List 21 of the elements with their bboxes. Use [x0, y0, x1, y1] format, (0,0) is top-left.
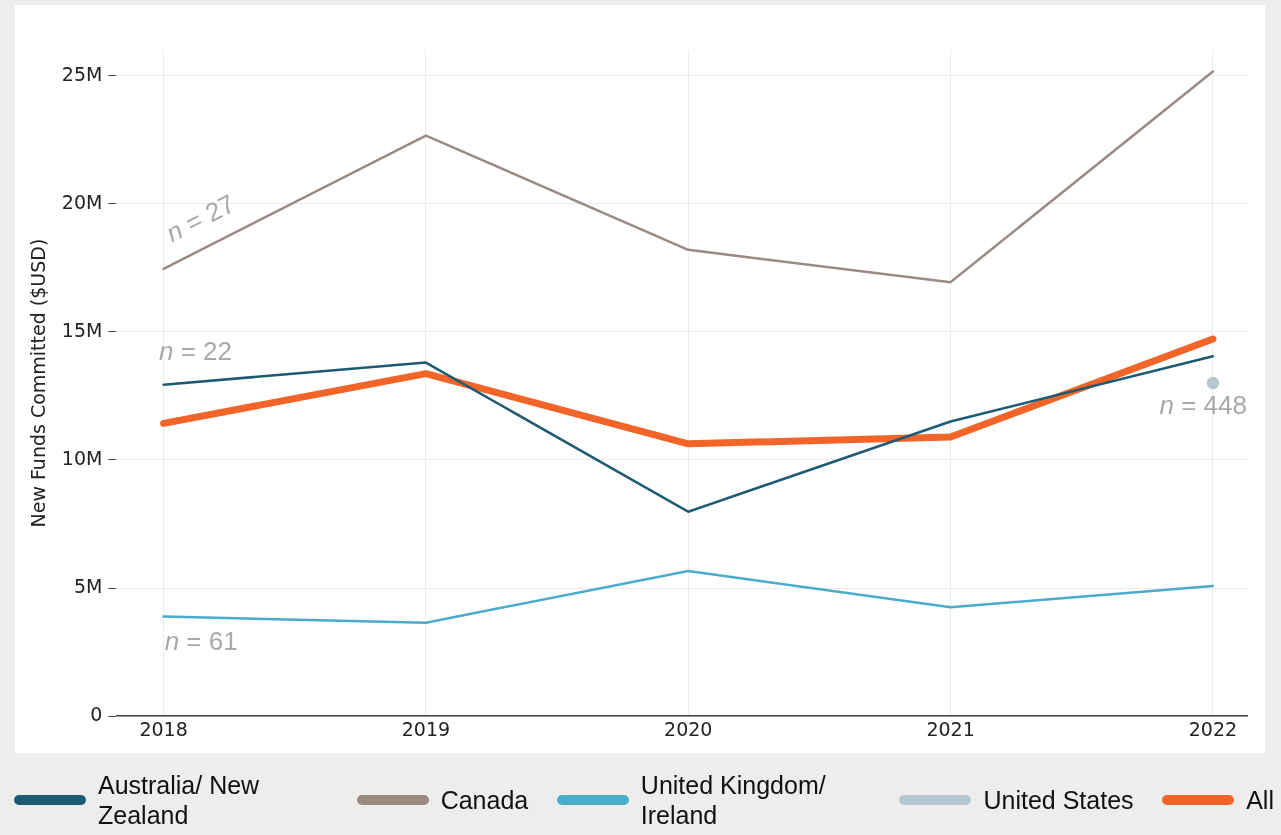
y-axis-title: New Funds Committed ($USD)	[27, 238, 50, 528]
y-tick-label: 5M	[73, 575, 103, 598]
annotation: n = 448	[1159, 389, 1247, 420]
x-tick-label: 2019	[401, 717, 451, 740]
legend-label: United Kingdom/ Ireland	[640, 770, 827, 830]
legend-label: Canada	[440, 785, 529, 815]
legend-label: Australia/ New Zealand	[98, 770, 261, 830]
y-tick-label: 0	[90, 703, 103, 726]
x-tick-label: 2022	[1188, 717, 1238, 740]
legend-label: United States	[983, 785, 1134, 815]
x-tick-label: 2021	[926, 717, 975, 740]
legend-label: All	[1246, 785, 1274, 815]
y-tick-label: 20M	[61, 190, 103, 213]
y-tick-label: 25M	[61, 62, 103, 85]
x-tick-label: 2020	[664, 717, 713, 740]
annotation: n = 61	[164, 626, 238, 657]
y-tick-label: 10M	[61, 446, 103, 469]
annotation: n = 27	[161, 188, 240, 249]
y-tick-label: 15M	[61, 318, 103, 341]
annotation: n = 22	[159, 336, 233, 367]
x-tick-label: 2018	[139, 717, 188, 740]
